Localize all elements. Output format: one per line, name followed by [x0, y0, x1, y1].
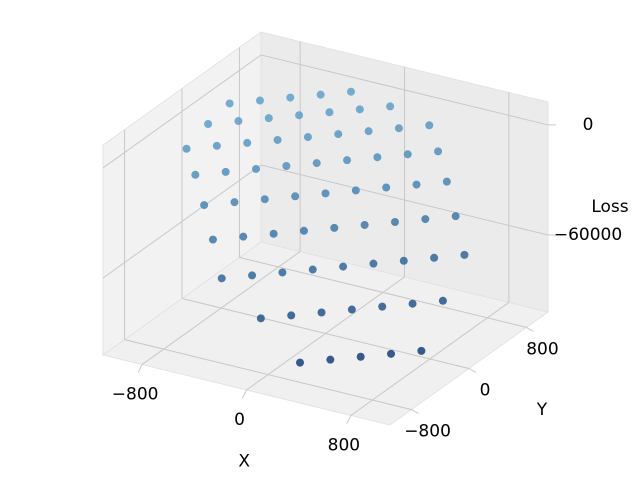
y-tick-label: −800 — [404, 422, 451, 442]
point — [252, 164, 261, 173]
point — [217, 274, 226, 283]
z-axis-label: Loss — [591, 197, 628, 217]
point — [296, 358, 304, 367]
point — [248, 271, 257, 280]
tick-mark — [137, 364, 143, 373]
x-tick-label: 0 — [234, 410, 245, 430]
point — [308, 265, 317, 274]
point — [260, 195, 269, 204]
point — [460, 250, 469, 259]
point — [299, 226, 308, 235]
point — [412, 180, 421, 189]
y-tick-label: 800 — [526, 339, 558, 359]
point — [373, 153, 382, 162]
point — [434, 147, 443, 156]
point — [330, 223, 339, 232]
grid-line — [260, 54, 549, 126]
point — [339, 262, 348, 271]
point — [343, 156, 352, 165]
tick-mark — [411, 409, 419, 415]
point — [334, 130, 343, 139]
grid-line — [102, 164, 262, 279]
point — [387, 349, 396, 358]
point — [312, 159, 321, 168]
x-axis-label: X — [238, 452, 250, 472]
point — [425, 121, 434, 130]
point — [204, 119, 213, 128]
grid-line — [239, 256, 527, 328]
point — [269, 229, 278, 238]
x-tick-label: 800 — [328, 435, 360, 455]
point — [408, 299, 417, 308]
tick-mark — [242, 389, 247, 399]
point — [351, 186, 360, 195]
point — [417, 346, 426, 355]
point — [303, 133, 312, 142]
point — [264, 114, 273, 123]
point — [287, 311, 296, 320]
grid-line — [260, 164, 549, 236]
tick-mark — [526, 326, 534, 332]
point — [282, 162, 291, 171]
point — [273, 135, 282, 144]
point — [243, 138, 252, 147]
point — [256, 314, 265, 323]
point — [438, 296, 447, 305]
point — [390, 218, 399, 227]
point — [291, 192, 300, 201]
grid-line — [102, 54, 262, 169]
point — [347, 305, 356, 314]
point — [430, 253, 439, 262]
point — [369, 259, 378, 268]
point — [230, 198, 239, 207]
point — [325, 108, 334, 117]
point — [355, 105, 364, 114]
z-tick-label: 0 — [583, 115, 594, 135]
point — [278, 268, 287, 277]
point — [394, 124, 403, 133]
point — [316, 90, 325, 99]
tick-mark — [346, 415, 352, 424]
point — [347, 87, 355, 96]
point — [378, 302, 387, 311]
point — [442, 177, 451, 186]
point — [221, 167, 230, 176]
point — [326, 355, 335, 364]
point — [225, 99, 234, 108]
point — [399, 256, 408, 265]
point — [421, 215, 430, 224]
point — [364, 127, 373, 136]
point — [239, 232, 248, 241]
point — [321, 189, 330, 198]
point — [451, 212, 460, 221]
point — [208, 235, 217, 244]
point — [234, 117, 243, 126]
point — [286, 93, 295, 102]
point — [295, 111, 304, 120]
point — [255, 96, 264, 105]
point — [182, 144, 191, 153]
grid-line — [124, 339, 412, 411]
z-tick-label: −60000 — [554, 225, 622, 245]
x-tick-label: −800 — [112, 385, 159, 405]
point — [356, 352, 365, 361]
point — [317, 308, 326, 317]
point — [386, 102, 395, 111]
grid-line — [181, 298, 470, 369]
y-tick-label: 0 — [480, 381, 491, 401]
point — [360, 220, 369, 229]
point — [382, 183, 391, 192]
point — [191, 170, 200, 179]
tick-mark — [468, 368, 477, 373]
y-axis-label: Y — [536, 400, 548, 420]
point — [200, 201, 209, 210]
point — [212, 141, 221, 150]
point — [403, 150, 412, 159]
